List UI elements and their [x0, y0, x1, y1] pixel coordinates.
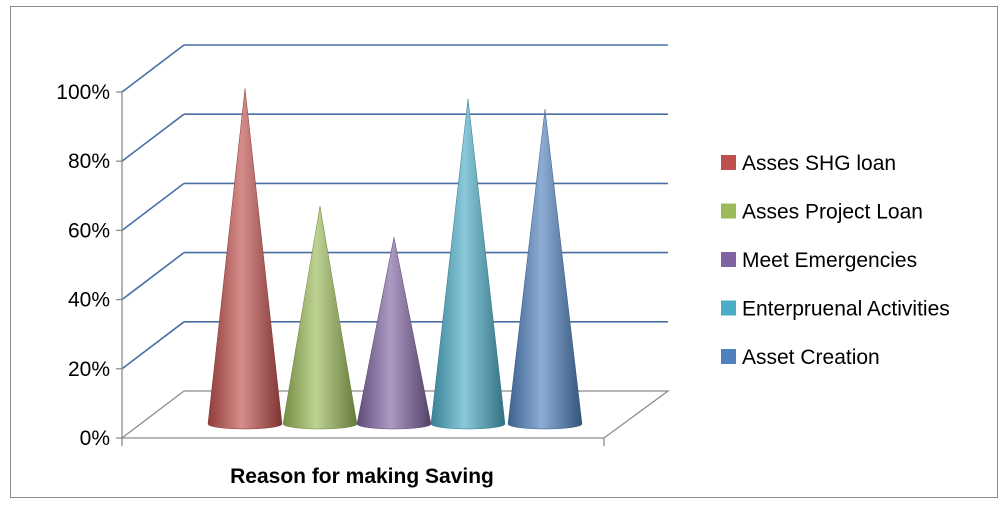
- cone-meet-emergencies: [356, 237, 432, 430]
- legend-swatch: [721, 252, 736, 267]
- legend-label: Enterpruenal Activities: [742, 298, 950, 321]
- axis-layer: 0% 20% 40% 60% 80% 100%: [56, 81, 670, 450]
- cone-layer: [207, 88, 583, 430]
- legend-label: Meet Emergencies: [742, 249, 917, 272]
- y-tick-label: 20%: [68, 358, 110, 381]
- gridline-side: [121, 44, 185, 93]
- gridline-side: [121, 182, 185, 232]
- y-tick-label: 80%: [68, 150, 110, 173]
- y-tick-label: 60%: [68, 219, 110, 242]
- gridline-side: [121, 113, 185, 162]
- y-tick-label: 100%: [56, 81, 110, 104]
- legend-label: Asset Creation: [742, 346, 880, 369]
- legend-label: Asses Project Loan: [742, 201, 923, 224]
- gridline-side: [121, 321, 185, 370]
- legend-label: Asses SHG loan: [742, 152, 896, 175]
- cone-enterpruenal-activities: [430, 98, 506, 430]
- cone-asses-shg-loan: [207, 88, 283, 430]
- cone-asses-project-loan: [282, 206, 358, 430]
- legend-swatch: [721, 155, 736, 170]
- legend-swatch: [721, 203, 736, 219]
- legend: Asses SHG loan Asses Project Loan Meet Eme…: [721, 152, 950, 369]
- chart-floor: [121, 390, 670, 439]
- x-axis-title: Reason for making Saving: [230, 465, 494, 488]
- cone-asset-creation: [507, 109, 583, 430]
- y-tick-label: 40%: [68, 289, 110, 312]
- legend-swatch: [721, 300, 736, 316]
- gridline-side: [121, 251, 185, 301]
- legend-swatch: [721, 349, 736, 364]
- y-tick-label: 0%: [80, 427, 110, 450]
